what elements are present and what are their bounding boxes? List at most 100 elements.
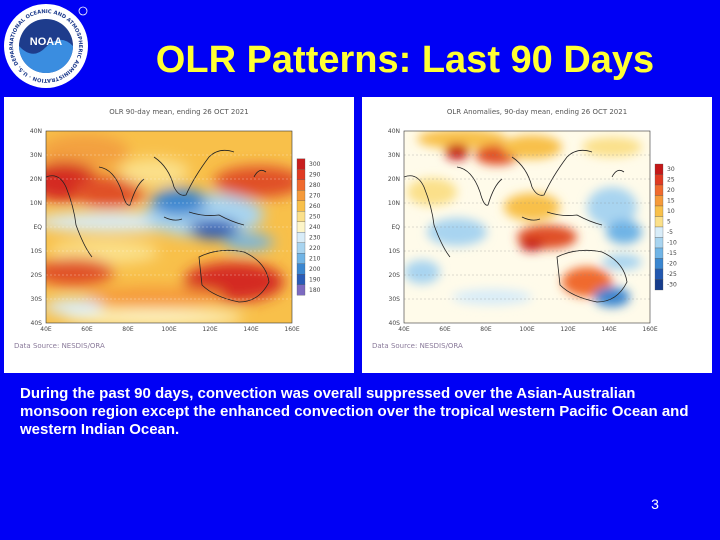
colorbar-swatch [296, 284, 306, 296]
lon-label: 80E [480, 326, 492, 333]
colorbar-swatch [296, 263, 306, 275]
colorbar-swatch [296, 253, 306, 264]
colorbar-label: 20 [667, 187, 675, 194]
lon-label: 140E [243, 326, 258, 333]
lat-label: 40S [31, 320, 43, 327]
colorbar-swatch [654, 205, 664, 217]
lat-label: 30S [31, 296, 43, 303]
lon-label: 60E [81, 326, 93, 333]
lat-axis-labels: 40N 30N 20N 10N EQ 10S 20S 30S 40S [388, 128, 400, 327]
colorbar-label: -25 [667, 271, 677, 278]
lat-label: EQ [33, 224, 42, 231]
colorbar-label: -5 [667, 229, 673, 236]
colorbar-label: 270 [309, 192, 321, 199]
lat-label: 10S [31, 248, 43, 255]
colorbar-swatch [296, 169, 306, 180]
lon-axis-labels: 40E 60E 80E 100E 120E 140E 160E [398, 326, 658, 333]
colorbar-label: 280 [309, 182, 321, 189]
colorbar: 300 290 280 270 260 250 240 230 220 210 200 190 180 [296, 158, 321, 296]
lon-label: 100E [161, 326, 176, 333]
slide-caption: During the past 90 days, convection was … [20, 385, 689, 438]
noaa-logo: NATIONAL OCEANIC AND ATMOSPHERIC ADMINIS… [0, 0, 89, 89]
lat-axis-labels: 40N 30N 20N 10N EQ 10S 20S 30S 40S [30, 128, 42, 327]
colorbar-label: 200 [309, 266, 321, 273]
colorbar-label: 210 [309, 255, 321, 262]
colorbar-label: 30 [667, 166, 675, 173]
lat-label: 30S [389, 296, 401, 303]
lon-label: 60E [439, 326, 451, 333]
slide-title: OLR Patterns: Last 90 Days [155, 39, 655, 81]
colorbar-swatch [654, 184, 664, 196]
olr-mean-field [46, 131, 292, 323]
lat-label: 40S [389, 320, 401, 327]
colorbar-swatch [296, 274, 306, 285]
colorbar: 30 25 20 15 10 5 -5 -10 -15 -20 -25 -30 [654, 163, 677, 291]
lat-label: 20S [31, 272, 43, 279]
colorbar-swatch [654, 195, 664, 207]
colorbar-swatch [296, 221, 306, 233]
colorbar-swatch [654, 279, 664, 291]
colorbar-swatch [296, 190, 306, 201]
colorbar-label: 260 [309, 203, 321, 210]
colorbar-label: 15 [667, 198, 675, 205]
colorbar-label: 250 [309, 213, 321, 220]
lon-label: 100E [519, 326, 534, 333]
lon-label: 40E [40, 326, 52, 333]
colorbar-swatch [654, 258, 664, 270]
colorbar-swatch [654, 268, 664, 280]
colorbar-swatch [654, 174, 664, 186]
colorbar-swatch [654, 247, 664, 259]
colorbar-label: 230 [309, 234, 321, 241]
lon-label: 40E [398, 326, 410, 333]
colorbar-label: -15 [667, 250, 677, 257]
colorbar-label: -20 [667, 261, 677, 268]
colorbar-swatch [296, 211, 306, 222]
lat-label: 20N [388, 176, 400, 183]
colorbar-label: 300 [309, 161, 321, 168]
data-source: Data Source: NESDIS/ORA [14, 342, 105, 350]
olr-mean-map-panel: OLR 90-day mean, ending 26 OCT 2021 [4, 97, 354, 373]
colorbar-swatch [654, 216, 664, 228]
colorbar-label: 290 [309, 171, 321, 178]
data-source: Data Source: NESDIS/ORA [372, 342, 463, 350]
lon-label: 80E [122, 326, 134, 333]
colorbar-swatch [296, 242, 306, 254]
colorbar-swatch [296, 200, 306, 212]
colorbar-swatch [296, 179, 306, 191]
colorbar-label: 10 [667, 208, 675, 215]
colorbar-label: 190 [309, 276, 321, 283]
olr-anomaly-field [404, 131, 650, 323]
colorbar-swatch [654, 226, 664, 238]
colorbar-swatch [296, 232, 306, 243]
colorbar-label: 180 [309, 287, 321, 294]
colorbar-swatch [654, 163, 664, 175]
lon-label: 120E [560, 326, 575, 333]
lat-label: 20N [30, 176, 42, 183]
colorbar-swatch [296, 158, 306, 170]
panel-header: OLR 90-day mean, ending 26 OCT 2021 [109, 108, 248, 116]
lon-axis-labels: 40E 60E 80E 100E 120E 140E 160E [40, 326, 300, 333]
colorbar-label: 220 [309, 245, 321, 252]
lat-label: 30N [30, 152, 42, 159]
colorbar-label: -10 [667, 240, 677, 247]
lat-label: 10N [388, 200, 400, 207]
lon-label: 160E [284, 326, 299, 333]
lon-label: 140E [601, 326, 616, 333]
logo-text: NOAA [30, 36, 62, 48]
lon-label: 160E [642, 326, 657, 333]
colorbar-label: 25 [667, 177, 675, 184]
colorbar-swatch [654, 237, 664, 249]
colorbar-label: 5 [667, 219, 671, 226]
lat-label: 20S [389, 272, 401, 279]
colorbar-label: 240 [309, 224, 321, 231]
lat-label: EQ [391, 224, 400, 231]
lat-label: 10N [30, 200, 42, 207]
olr-anomaly-map-panel: OLR Anomalies, 90-day mean, ending 26 OC… [362, 97, 712, 373]
lat-label: 30N [388, 152, 400, 159]
lon-label: 120E [202, 326, 217, 333]
lat-label: 10S [389, 248, 401, 255]
lat-label: 40N [30, 128, 42, 135]
lat-label: 40N [388, 128, 400, 135]
panel-header: OLR Anomalies, 90-day mean, ending 26 OC… [447, 108, 627, 116]
colorbar-label: -30 [667, 282, 677, 289]
